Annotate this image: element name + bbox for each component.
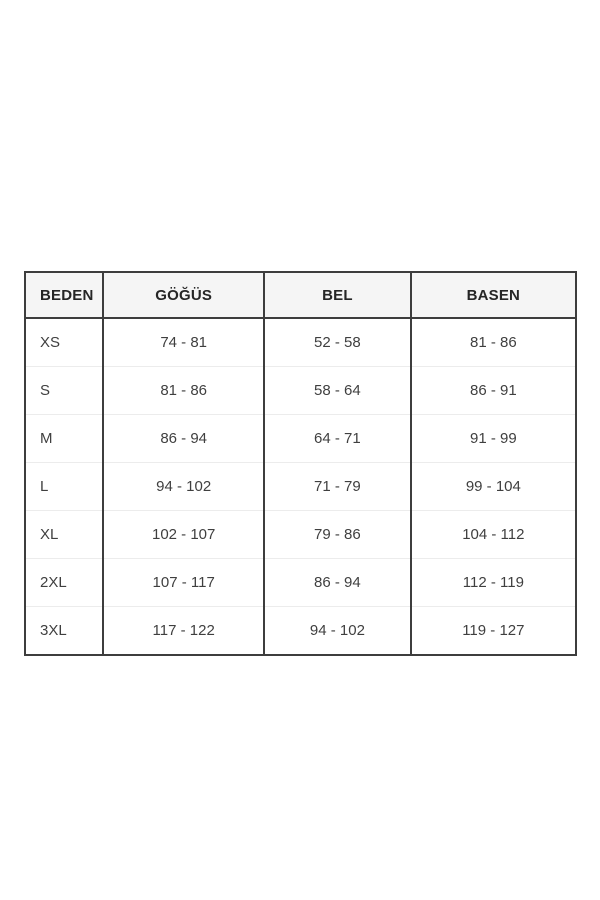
hip-range-cell: 104 - 112 (409, 510, 576, 559)
chest-range-cell: 117 - 122 (102, 606, 265, 655)
table-row: XS 74 - 81 52 - 58 81 - 86 (25, 318, 576, 367)
table-row: M 86 - 94 64 - 71 91 - 99 (25, 414, 576, 463)
size-cell: M (25, 414, 104, 463)
size-cell: L (25, 462, 104, 511)
table-row: 3XL 117 - 122 94 - 102 119 - 127 (25, 606, 576, 655)
chest-range-cell: 102 - 107 (102, 510, 265, 559)
size-cell: XS (25, 318, 104, 367)
hip-range-cell: 91 - 99 (409, 414, 576, 463)
waist-range-cell: 64 - 71 (263, 414, 411, 463)
waist-range-cell: 71 - 79 (263, 462, 411, 511)
hip-range-cell: 81 - 86 (409, 318, 576, 367)
size-chart-table: BEDEN GÖĞÜS BEL BASEN XS 74 - 81 52 - 58… (24, 271, 577, 656)
column-header-bel: BEL (263, 272, 411, 319)
waist-range-cell: 94 - 102 (263, 606, 411, 655)
column-header-gogus: GÖĞÜS (102, 272, 265, 319)
chest-range-cell: 107 - 117 (102, 558, 265, 607)
chest-range-cell: 81 - 86 (102, 366, 265, 415)
table-row: S 81 - 86 58 - 64 86 - 91 (25, 366, 576, 415)
waist-range-cell: 52 - 58 (263, 318, 411, 367)
hip-range-cell: 112 - 119 (409, 558, 576, 607)
size-cell: S (25, 366, 104, 415)
chest-range-cell: 74 - 81 (102, 318, 265, 367)
table-row: L 94 - 102 71 - 79 99 - 104 (25, 462, 576, 511)
hip-range-cell: 119 - 127 (409, 606, 576, 655)
hip-range-cell: 86 - 91 (409, 366, 576, 415)
chest-range-cell: 94 - 102 (102, 462, 265, 511)
size-cell: 2XL (25, 558, 104, 607)
header-row: BEDEN GÖĞÜS BEL BASEN (25, 272, 576, 319)
size-cell: XL (25, 510, 104, 559)
table-row: XL 102 - 107 79 - 86 104 - 112 (25, 510, 576, 559)
size-cell: 3XL (25, 606, 104, 655)
table-row: 2XL 107 - 117 86 - 94 112 - 119 (25, 558, 576, 607)
waist-range-cell: 79 - 86 (263, 510, 411, 559)
column-header-basen: BASEN (409, 272, 576, 319)
waist-range-cell: 58 - 64 (263, 366, 411, 415)
chest-range-cell: 86 - 94 (102, 414, 265, 463)
column-header-beden: BEDEN (25, 272, 104, 319)
hip-range-cell: 99 - 104 (409, 462, 576, 511)
waist-range-cell: 86 - 94 (263, 558, 411, 607)
